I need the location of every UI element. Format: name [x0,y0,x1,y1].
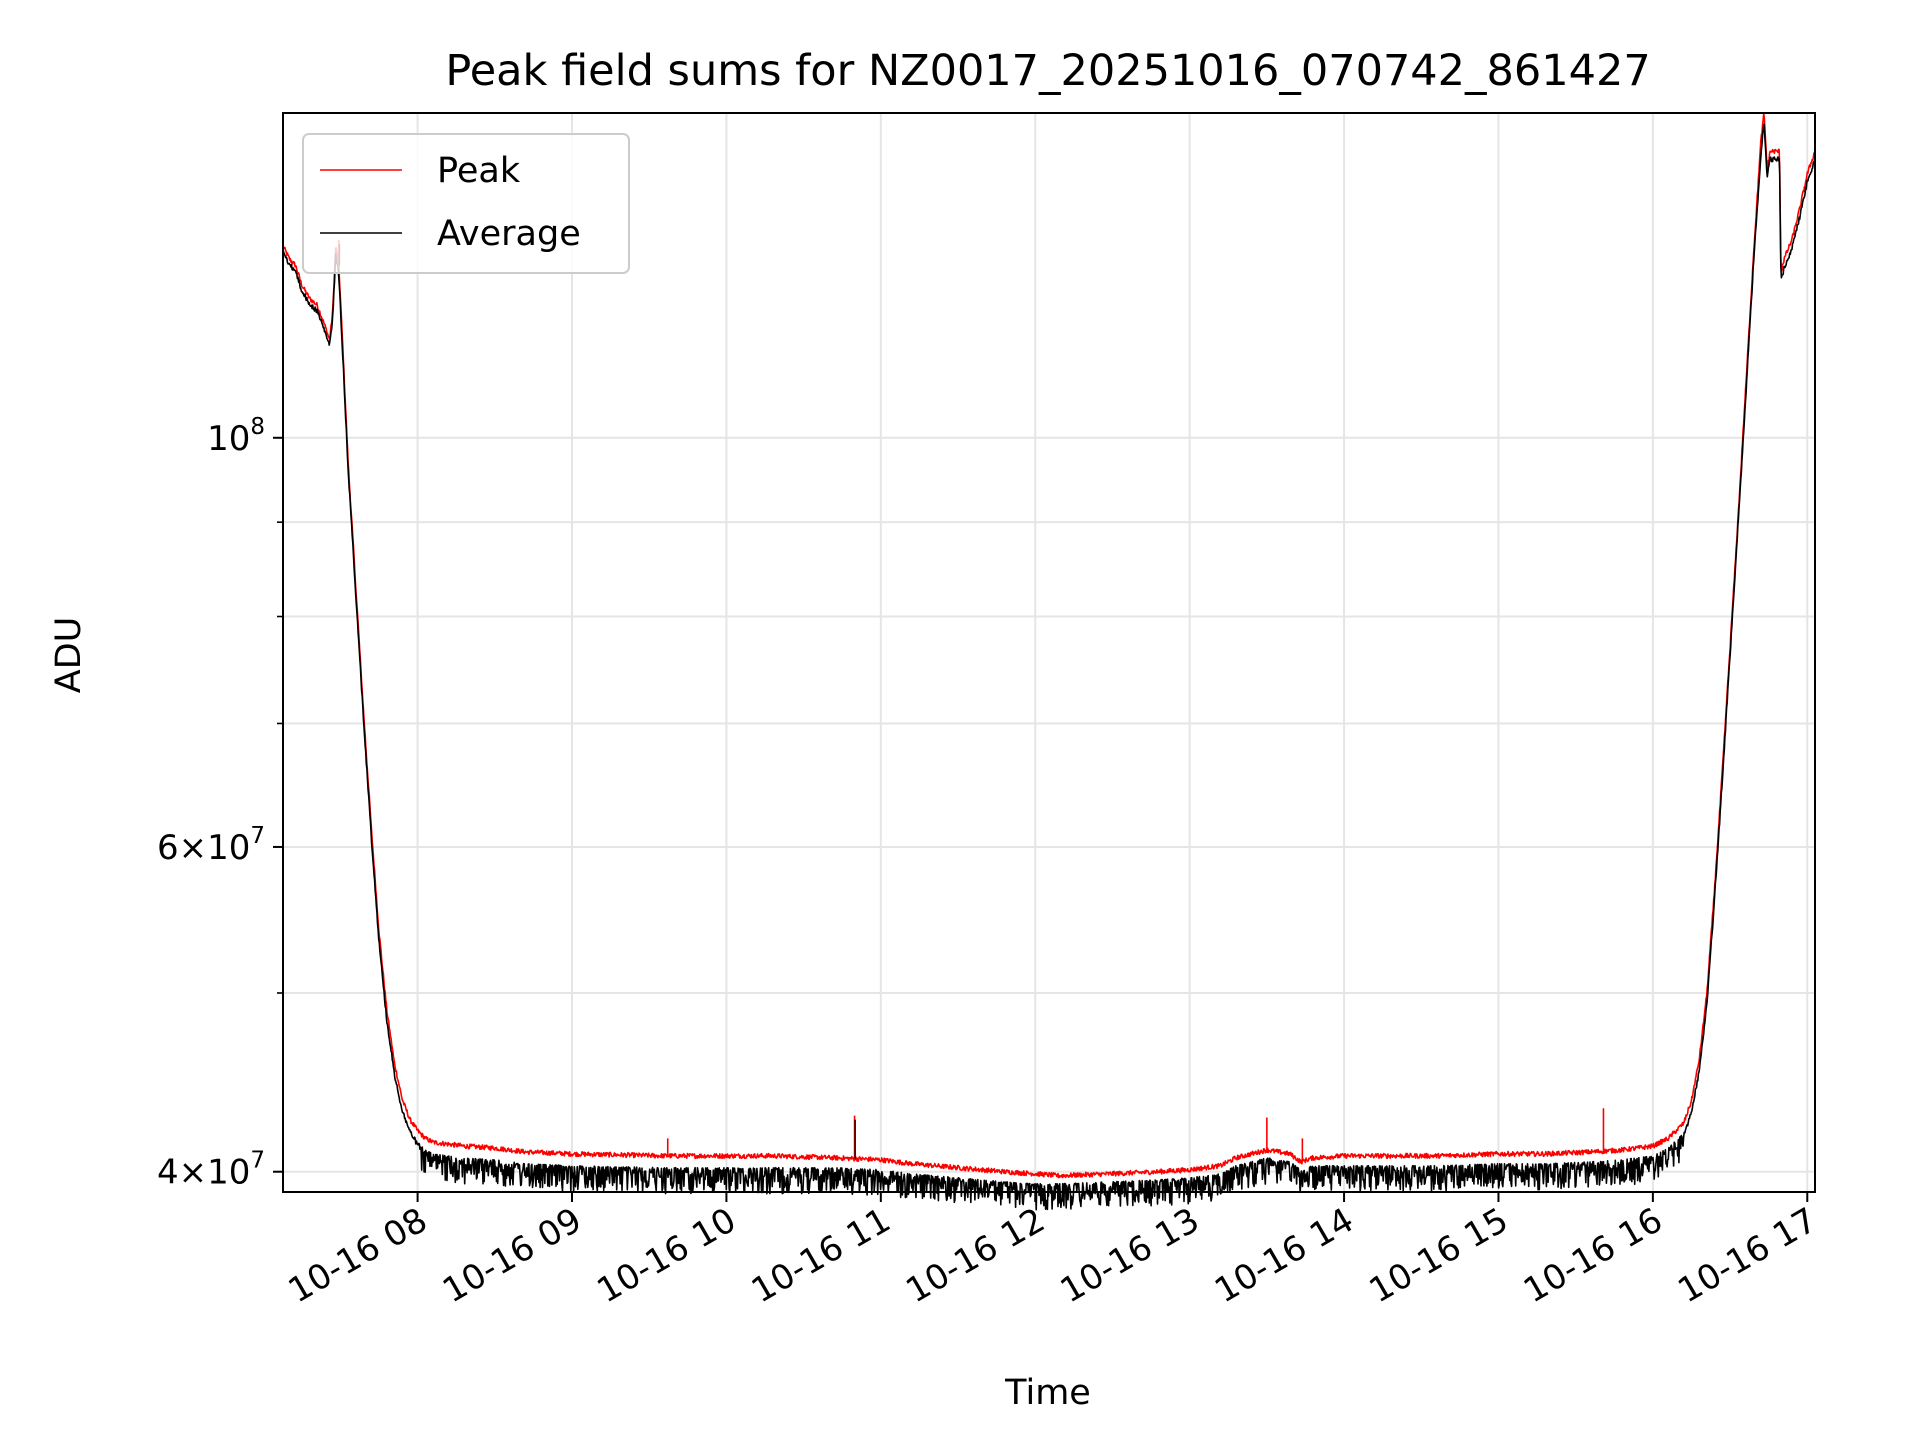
legend-box [302,133,630,274]
series-layer [282,112,1816,1211]
series-line-average [282,123,1816,1211]
x-tick-label: 10-16 14 [1208,1200,1360,1311]
x-tick-label: 10-16 10 [591,1200,743,1311]
y-tick-label: 6×107 [157,823,265,868]
grid [283,113,1815,1192]
x-tick-label: 10-16 13 [1054,1200,1206,1311]
x-tick-label: 10-16 09 [436,1200,588,1311]
x-tick-label: 10-16 15 [1363,1200,1515,1311]
legend-label-average: Average [437,214,581,254]
y-axis: 4×107 6×107 108 [157,414,283,1193]
legend-label-peak: Peak [437,151,521,191]
series-line-peak [282,112,1816,1179]
chart-title: Peak field sums for NZ0017_20251016_0707… [445,46,1650,96]
y-axis-label: ADU [49,617,89,694]
x-tick-label: 10-16 08 [282,1200,434,1311]
x-tick-label: 10-16 12 [899,1200,1051,1311]
plot-frame [282,112,1816,1193]
y-tick-label: 4×107 [157,1148,265,1193]
y-tick-label: 108 [207,414,265,459]
legend: Peak Average [302,133,630,274]
x-tick-label: 10-16 17 [1671,1200,1823,1311]
x-tick-label: 10-16 16 [1517,1200,1669,1311]
x-axis-label: Time [1004,1373,1091,1413]
x-axis: 10-16 08 10-16 09 10-16 10 10-16 11 10-16 12… [282,1192,1824,1311]
x-tick-label: 10-16 11 [745,1200,897,1311]
